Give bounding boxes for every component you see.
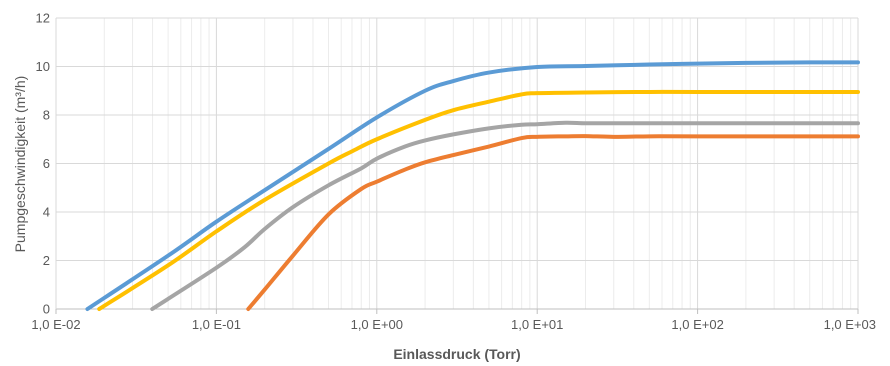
x-tick-label: 1,0 E-01 [192, 317, 241, 332]
y-tick-label: 4 [43, 205, 50, 220]
x-tick-label: 1,0 E+01 [511, 317, 563, 332]
y-tick-label: 12 [36, 11, 50, 26]
y-tick-label: 6 [43, 156, 50, 171]
axes [55, 18, 859, 314]
series-group [85, 60, 860, 311]
y-tick-label: 10 [36, 59, 50, 74]
x-tick-label: 1,0 E+00 [351, 317, 403, 332]
y-tick-label: 0 [43, 302, 50, 317]
x-axis-title: Einlassdruck (Torr) [393, 346, 520, 362]
series-line-4 [246, 134, 860, 311]
x-tick-label: 1,0 E+03 [824, 317, 876, 332]
series-line-3 [150, 120, 860, 311]
y-axis-title: Pumpgeschwindigkeit (m³/h) [12, 76, 28, 253]
series-line-2 [97, 89, 860, 311]
y-tick-label: 8 [43, 108, 50, 123]
x-tick-labels: 1,0 E-02 1,0 E-01 1,0 E+00 1,0 E+01 1,0 E+02… [31, 317, 876, 332]
series-line-1 [85, 60, 860, 311]
x-tick-label: 1,0 E-02 [31, 317, 80, 332]
y-tick-labels: 0 2 4 6 8 10 12 [36, 11, 50, 317]
y-tick-label: 2 [43, 253, 50, 268]
x-tick-label: 1,0 E+02 [671, 317, 723, 332]
